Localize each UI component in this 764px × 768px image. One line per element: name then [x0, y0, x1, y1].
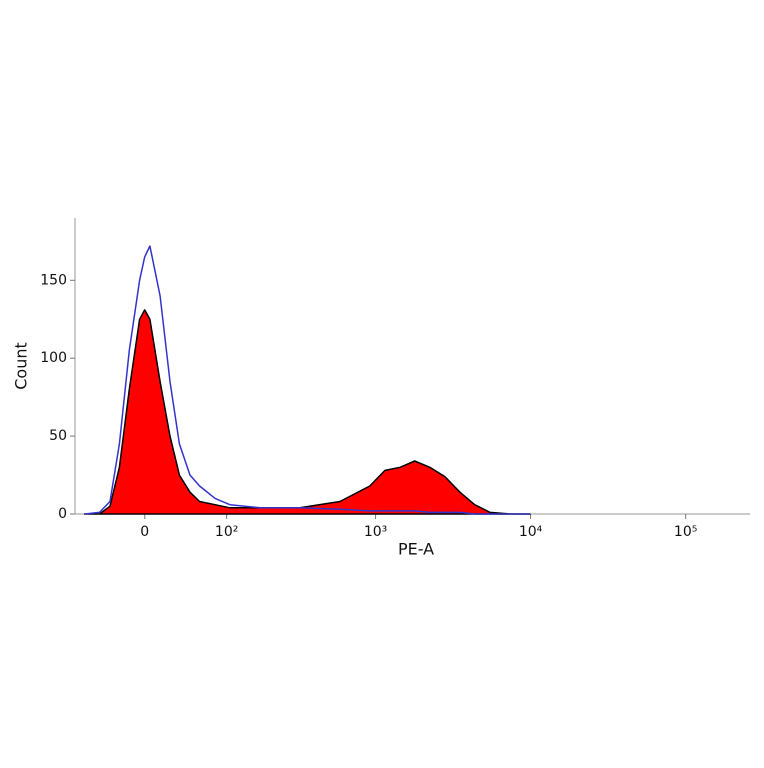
y-tick-label: 50 [49, 428, 67, 444]
y-tick-label: 150 [40, 272, 67, 288]
x-tick-label: 0 [140, 524, 149, 540]
x-tick-label: 10⁵ [674, 524, 697, 540]
histogram-line [84, 245, 530, 515]
x-tick-label: 10² [215, 524, 238, 540]
y-axis-label: Count [12, 342, 31, 390]
x-axis-label: PE-A [398, 540, 434, 559]
y-tick-label: 100 [40, 350, 67, 366]
x-tick-label: 10³ [364, 524, 387, 540]
y-tick-label: 0 [58, 506, 67, 522]
histogram-area [83, 309, 531, 515]
x-tick-label: 10⁴ [519, 524, 543, 540]
